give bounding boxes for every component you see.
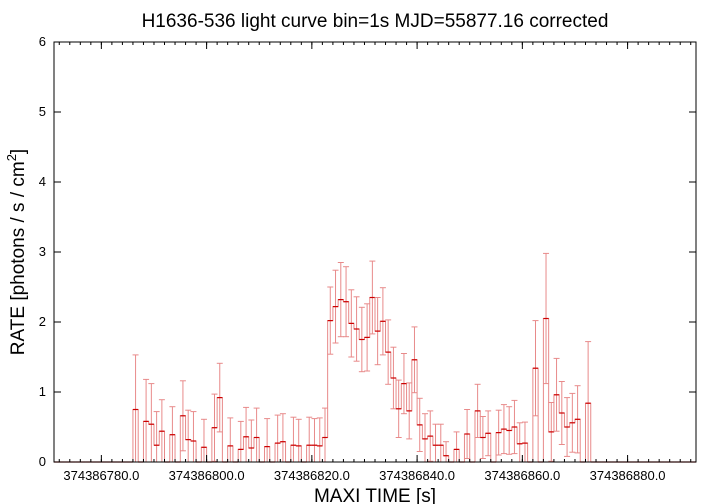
- y-axis-label: RATE [photons / s / cm2]: [4, 149, 29, 355]
- x-axis-label: MAXI TIME [s]: [314, 486, 436, 504]
- x-tick-label: 374386820.0: [274, 468, 350, 483]
- x-tick-label: 374386800.0: [169, 468, 245, 483]
- plot-frame: [53, 41, 697, 463]
- x-tick-label: 374386860.0: [484, 468, 560, 483]
- x-tick-label: 374386840.0: [379, 468, 455, 483]
- series-step-line: [54, 297, 696, 463]
- y-tick-label: 6: [39, 34, 46, 49]
- y-tick-label: 3: [39, 244, 46, 259]
- y-axis-label-tail: ]: [8, 149, 29, 154]
- y-tick-label: 4: [39, 174, 46, 189]
- y-tick-label: 0: [39, 454, 46, 469]
- y-tick-label: 5: [39, 104, 46, 119]
- y-tick-label: 1: [39, 384, 46, 399]
- x-tick-label: 374386880.0: [590, 468, 666, 483]
- y-axis-label-main: RATE [photons / s / cm: [8, 161, 29, 355]
- x-tick-label: 374386780.0: [63, 468, 139, 483]
- chart-title: H1636-536 light curve bin=1s MJD=55877.1…: [142, 11, 609, 32]
- y-axis-label-sup: 2: [4, 154, 19, 161]
- svg-text:RATE [photons / s / cm2]: RATE [photons / s / cm2]: [4, 149, 29, 355]
- y-tick-label: 2: [39, 314, 46, 329]
